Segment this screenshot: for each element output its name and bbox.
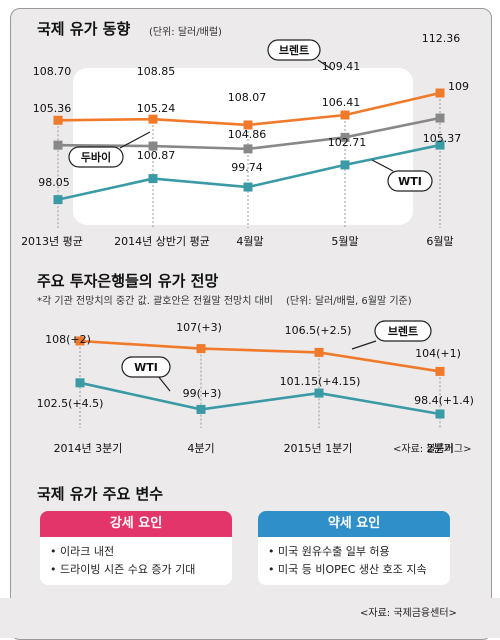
chart1-data-label: 109.41 <box>322 60 361 73</box>
chart1-point <box>148 174 158 184</box>
callout-dubai-label: 두바이 <box>81 150 111 164</box>
chart1-data-label: 100.87 <box>137 149 176 162</box>
chart1-data-label: 98.05 <box>38 176 70 189</box>
weak-factors-box: 약세 요인 • 미국 원유수출 일부 허용 • 미국 등 비OPEC 생산 호조… <box>258 511 450 585</box>
callout2-brent-bubble <box>374 320 432 342</box>
strong-factor-item: • 이라크 내전 <box>50 545 115 558</box>
weak-factors-header: 약세 요인 <box>258 511 450 537</box>
bottom-tab <box>0 598 500 638</box>
chart1-tick-label: 2014년 상반기 평균 <box>114 235 210 248</box>
chart2-data-label: 106.5(+2.5) <box>285 324 352 337</box>
chart1-point <box>340 132 350 142</box>
chart1-data-label: 99.74 <box>231 161 263 174</box>
chart1-data-label: 102.71 <box>328 136 367 149</box>
callout2-wti-label: WTI <box>134 361 158 374</box>
chart2-series-line-0 <box>79 339 441 373</box>
chart2-series-line-1 <box>79 381 441 416</box>
chart1-data-label: 109 <box>448 80 469 93</box>
chart1-point <box>435 113 445 123</box>
chart2-tick-label: 2015년 1분기 <box>284 442 353 455</box>
chart2-data-label: 101.15(+4.15) <box>280 375 361 388</box>
chart2-title: 주요 투자은행들의 유가 전망 <box>37 272 219 290</box>
chart2-data-label: 98.4(+1.4) <box>414 394 474 407</box>
chart2-point <box>435 366 445 376</box>
callout-wti-label: WTI <box>398 175 422 188</box>
weak-factor-item: • 미국 등 비OPEC 생산 호조 지속 <box>268 563 427 576</box>
callout2-wti-pointer <box>157 375 171 392</box>
chart2-data-label: 102.5(+4.5) <box>37 397 104 410</box>
chart2-point <box>75 378 85 388</box>
chart1-data-label: 108.07 <box>228 91 267 104</box>
chart1-point <box>53 115 63 125</box>
chart1-point <box>435 140 445 150</box>
chart2-point <box>314 388 324 398</box>
callout2-brent-label: 브렌트 <box>388 324 418 338</box>
callout-brent-label: 브렌트 <box>279 43 309 57</box>
chart1-data-label: 108.85 <box>137 65 176 78</box>
chart1-tick-label: 2013년 평균 <box>21 235 83 248</box>
chart2-point <box>314 347 324 357</box>
callout2-brent-pointer <box>351 340 377 350</box>
callout-wti-bubble <box>387 170 433 192</box>
chart1-data-label: 112.36 <box>422 32 461 45</box>
chart2-data-label: 104(+1) <box>415 347 461 360</box>
chart2-point <box>75 336 85 346</box>
chart1-data-label: 105.36 <box>33 102 72 115</box>
chart1-data-label: 104.86 <box>228 128 267 141</box>
chart1-point <box>148 114 158 124</box>
chart1-data-label: 105.37 <box>423 132 462 145</box>
chart2-data-label: 107(+3) <box>176 321 222 334</box>
chart2-note: *각 기관 전망치의 중간 값. 괄호안은 전월말 전망치 대비 <box>37 296 274 307</box>
strong-factor-item: • 드라이빙 시즌 수요 증가 기대 <box>50 563 196 576</box>
strong-factors-header: 강세 요인 <box>40 511 232 537</box>
chart1-data-label: 106.41 <box>322 96 361 109</box>
chart2-source: <자료: 블룸버그> <box>393 444 472 455</box>
chart2-data-label: 99(+3) <box>183 387 222 400</box>
factors-title: 국제 유가 주요 변수 <box>37 485 164 503</box>
chart1-point <box>340 110 350 120</box>
chart1-point <box>53 195 63 205</box>
strong-factors-box: 강세 요인 • 이라크 내전 • 드라이빙 시즌 수요 증가 기대 <box>40 511 232 585</box>
chart1-tick-label: 6월말 <box>426 235 453 248</box>
chart1-point <box>243 182 253 192</box>
chart1-data-label: 105.24 <box>137 102 176 115</box>
chart1-point <box>53 140 63 150</box>
chart1-tick-label: 5월말 <box>331 235 358 248</box>
chart2-tick-label: 2분기 <box>426 442 453 455</box>
chart1-unit: (단위: 달러/배럴) <box>149 27 222 38</box>
callout-brent-pointer <box>317 59 334 71</box>
strong-factors-list: • 이라크 내전 • 드라이빙 시즌 수요 증가 기대 <box>40 537 232 585</box>
chart1-data-label: 108.70 <box>33 65 72 78</box>
chart2-tick-label: 4분기 <box>187 442 214 455</box>
chart2-point <box>435 409 445 419</box>
chart2-point <box>196 404 206 414</box>
chart1-point <box>340 160 350 170</box>
callout-dubai-pointer <box>119 131 151 149</box>
chart1-point <box>243 120 253 130</box>
chart2-data-label: 108(+2) <box>45 333 91 346</box>
chart1-point <box>435 88 445 98</box>
chart2-unit: (단위: 달러/배럴, 6월말 기준) <box>286 296 412 307</box>
callout2-wti-bubble <box>121 356 171 378</box>
callout-brent-bubble <box>267 39 321 61</box>
weak-factors-list: • 미국 원유수출 일부 허용 • 미국 등 비OPEC 생산 호조 지속 <box>258 537 450 585</box>
chart1-tick-label: 4월말 <box>236 235 263 248</box>
chart1-point <box>148 141 158 151</box>
chart1-title: 국제 유가 동향 <box>37 20 131 38</box>
factors-source: <자료: 국제금융센터> <box>360 608 457 619</box>
chart1-point <box>243 144 253 154</box>
callout-dubai-bubble <box>68 146 124 168</box>
weak-factor-item: • 미국 원유수출 일부 허용 <box>268 545 390 558</box>
chart2-tick-label: 2014년 3분기 <box>54 442 123 455</box>
callout-wti-pointer <box>371 159 394 172</box>
chart2-point <box>196 344 206 354</box>
